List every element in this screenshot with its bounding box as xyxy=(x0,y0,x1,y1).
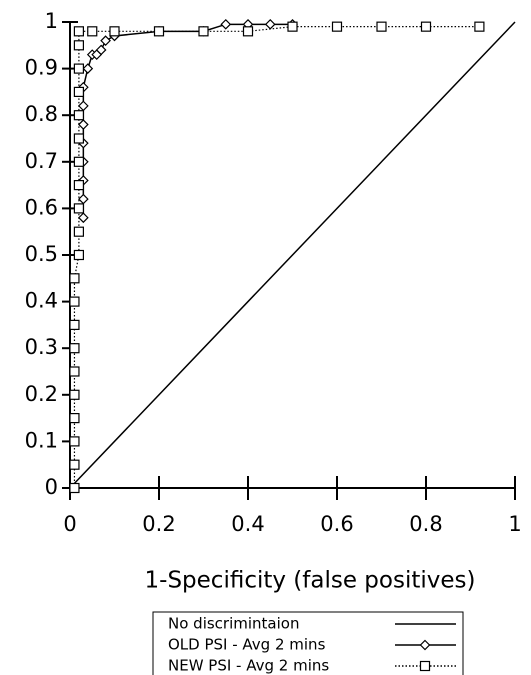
legend: No discrimintaion OLD PSI - Avg 2 mins NEW… xyxy=(152,611,464,675)
marker xyxy=(73,110,85,121)
marker xyxy=(78,212,89,224)
marker xyxy=(73,133,85,144)
marker xyxy=(287,21,298,32)
marker xyxy=(331,21,343,32)
marker xyxy=(69,343,80,354)
marker xyxy=(78,100,89,112)
marker xyxy=(87,26,98,37)
marker xyxy=(69,436,80,447)
x-tick-label: 0.2 xyxy=(142,512,175,536)
marker xyxy=(198,26,209,37)
x-tick-label: 1 xyxy=(508,512,521,536)
marker xyxy=(419,639,431,651)
marker xyxy=(78,119,89,130)
x-tick-label: 0 xyxy=(63,512,76,536)
x-tick-label: 0.4 xyxy=(231,512,264,536)
marker xyxy=(82,63,94,74)
y-tick-label: 0.9 xyxy=(25,56,58,80)
marker xyxy=(69,366,80,377)
marker xyxy=(73,226,85,237)
y-tick-label: 1 xyxy=(45,9,58,33)
y-tick-label: 0 xyxy=(45,475,58,499)
marker xyxy=(474,21,485,32)
marker xyxy=(69,482,80,494)
y-tick-label: 0.4 xyxy=(25,289,58,313)
marker xyxy=(220,18,232,30)
marker xyxy=(69,319,80,330)
legend-box xyxy=(152,611,464,675)
x-tick-label: 0.6 xyxy=(320,512,353,536)
marker xyxy=(95,44,107,56)
y-tick-label: 0.2 xyxy=(25,382,58,406)
x-tick-label: 0.8 xyxy=(409,512,442,536)
marker xyxy=(69,296,80,307)
marker xyxy=(264,18,276,30)
x-axis-label: 1-Specificity (false positives) xyxy=(145,568,476,594)
marker xyxy=(242,26,254,37)
y-tick-label: 0.3 xyxy=(25,335,58,359)
marker xyxy=(73,86,85,98)
y-tick-label: 0.8 xyxy=(25,102,58,126)
marker xyxy=(73,26,85,37)
marker xyxy=(73,156,85,167)
legend-label: OLD PSI - Avg 2 mins xyxy=(168,636,326,654)
marker xyxy=(419,660,431,672)
y-tick-label: 0.6 xyxy=(25,195,58,219)
marker xyxy=(73,203,85,214)
y-tick-label: 0.7 xyxy=(25,149,58,173)
marker xyxy=(69,413,80,424)
y-tick-label: 0.1 xyxy=(25,428,58,452)
marker xyxy=(73,63,85,74)
marker xyxy=(73,249,85,261)
series-line xyxy=(69,21,516,489)
marker xyxy=(109,26,120,37)
marker xyxy=(376,21,387,32)
legend-label: No discrimintaion xyxy=(168,615,299,633)
series-line xyxy=(82,23,293,218)
marker xyxy=(69,273,80,284)
marker xyxy=(69,389,80,400)
marker xyxy=(420,21,432,32)
marker xyxy=(153,26,165,37)
marker xyxy=(69,459,80,470)
legend-label: NEW PSI - Avg 2 mins xyxy=(168,657,329,675)
marker xyxy=(73,180,85,191)
marker xyxy=(78,193,89,205)
marker xyxy=(100,35,111,46)
y-tick-label: 0.5 xyxy=(25,242,58,266)
marker xyxy=(73,40,85,51)
